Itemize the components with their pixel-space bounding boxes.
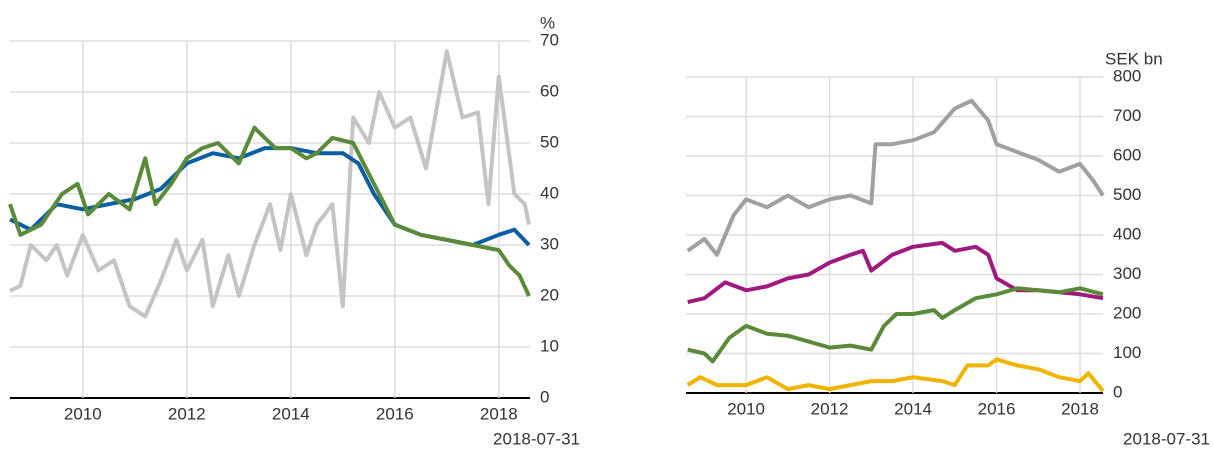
y-tick-label: 20 — [540, 285, 559, 304]
series-line — [686, 357, 1105, 393]
y-tick-label: 700 — [1113, 106, 1141, 125]
series-line — [687, 240, 1104, 305]
x-tick-label: 2016 — [376, 404, 414, 423]
x-tick-label: 2012 — [811, 399, 849, 418]
footnote: 2018-07-31 — [1123, 429, 1210, 448]
y-tick-label: 50 — [540, 132, 559, 151]
y-tick-label: 800 — [1113, 66, 1141, 85]
y-tick-label: 100 — [1113, 343, 1141, 362]
series-line — [8, 125, 531, 297]
series-line — [687, 286, 1104, 364]
series-line — [686, 98, 1105, 257]
x-tick-label: 2016 — [978, 399, 1016, 418]
y-tick-label: 600 — [1113, 145, 1141, 164]
y-tick-label: 70 — [540, 30, 559, 49]
y-tick-label: 40 — [540, 183, 559, 202]
series-line — [9, 49, 531, 319]
y-tick-label: 10 — [540, 336, 559, 355]
y-tick-label: 400 — [1113, 224, 1141, 243]
y-tick-label: 60 — [540, 81, 559, 100]
series-line — [9, 146, 531, 247]
x-tick-label: 2014 — [894, 399, 932, 418]
y-tick-label: 200 — [1113, 303, 1141, 322]
y-axis-unit: SEK bn — [1105, 49, 1163, 68]
x-tick-label: 2010 — [727, 399, 765, 418]
footnote: 2018-07-31 — [493, 429, 580, 448]
y-tick-label: 0 — [540, 387, 549, 406]
x-tick-label: 2012 — [168, 404, 206, 423]
x-tick-label: 2010 — [64, 404, 102, 423]
y-tick-label: 500 — [1113, 185, 1141, 204]
y-axis-unit: % — [540, 13, 555, 32]
y-tick-label: 300 — [1113, 264, 1141, 283]
y-tick-label: 30 — [540, 234, 559, 253]
x-tick-label: 2018 — [1061, 399, 1099, 418]
x-tick-label: 2014 — [272, 404, 310, 423]
x-tick-label: 2018 — [480, 404, 518, 423]
y-tick-label: 0 — [1113, 382, 1122, 401]
